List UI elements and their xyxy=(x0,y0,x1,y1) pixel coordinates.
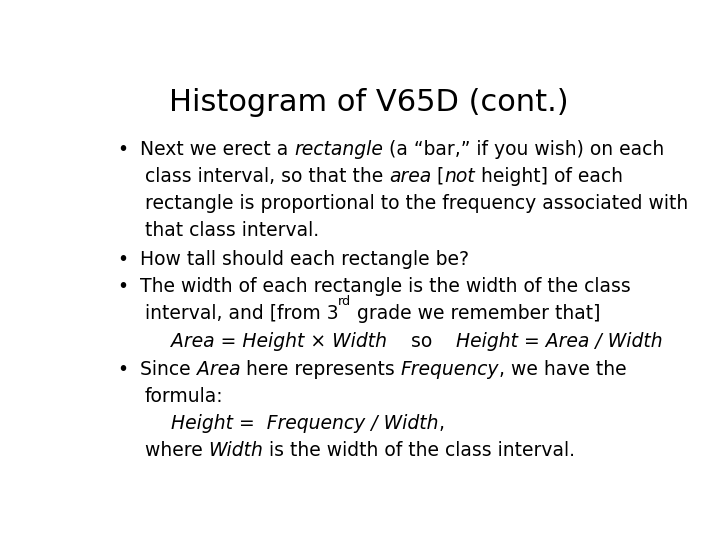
Text: not: not xyxy=(444,167,475,186)
Text: •: • xyxy=(117,250,128,269)
Text: Width: Width xyxy=(208,441,264,460)
Text: Height = Area / Width: Height = Area / Width xyxy=(456,332,663,351)
Text: Next we erect a: Next we erect a xyxy=(128,140,294,159)
Text: is the width of the class interval.: is the width of the class interval. xyxy=(264,441,575,460)
Text: •: • xyxy=(117,140,128,159)
Text: Since: Since xyxy=(128,360,197,379)
Text: area: area xyxy=(389,167,431,186)
Text: Frequency: Frequency xyxy=(401,360,500,379)
Text: How tall should each rectangle be?: How tall should each rectangle be? xyxy=(128,250,469,269)
Text: Area: Area xyxy=(197,360,240,379)
Text: •: • xyxy=(117,360,128,379)
Text: rd: rd xyxy=(338,295,351,308)
Text: •: • xyxy=(117,277,128,296)
Text: height] of each: height] of each xyxy=(475,167,624,186)
Text: The width of each rectangle is the width of the class: The width of each rectangle is the width… xyxy=(128,277,631,296)
Text: , we have the: , we have the xyxy=(500,360,627,379)
Text: grade we remember that]: grade we remember that] xyxy=(351,304,601,323)
Text: rectangle: rectangle xyxy=(294,140,383,159)
Text: ,: , xyxy=(438,414,444,433)
Text: Area = Height × Width: Area = Height × Width xyxy=(171,332,387,351)
Text: that class interval.: that class interval. xyxy=(145,221,319,240)
Text: here represents: here represents xyxy=(240,360,401,379)
Text: Height =  Frequency / Width: Height = Frequency / Width xyxy=(171,414,438,433)
Text: so: so xyxy=(387,332,456,351)
Text: where: where xyxy=(145,441,208,460)
Text: class interval, so that the: class interval, so that the xyxy=(145,167,389,186)
Text: rectangle is proportional to the frequency associated with: rectangle is proportional to the frequen… xyxy=(145,194,688,213)
Text: Histogram of V65D (cont.): Histogram of V65D (cont.) xyxy=(169,87,569,117)
Text: interval, and [from 3: interval, and [from 3 xyxy=(145,304,338,323)
Text: [: [ xyxy=(431,167,444,186)
Text: (a “bar,” if you wish) on each: (a “bar,” if you wish) on each xyxy=(383,140,665,159)
Text: formula:: formula: xyxy=(145,387,223,406)
